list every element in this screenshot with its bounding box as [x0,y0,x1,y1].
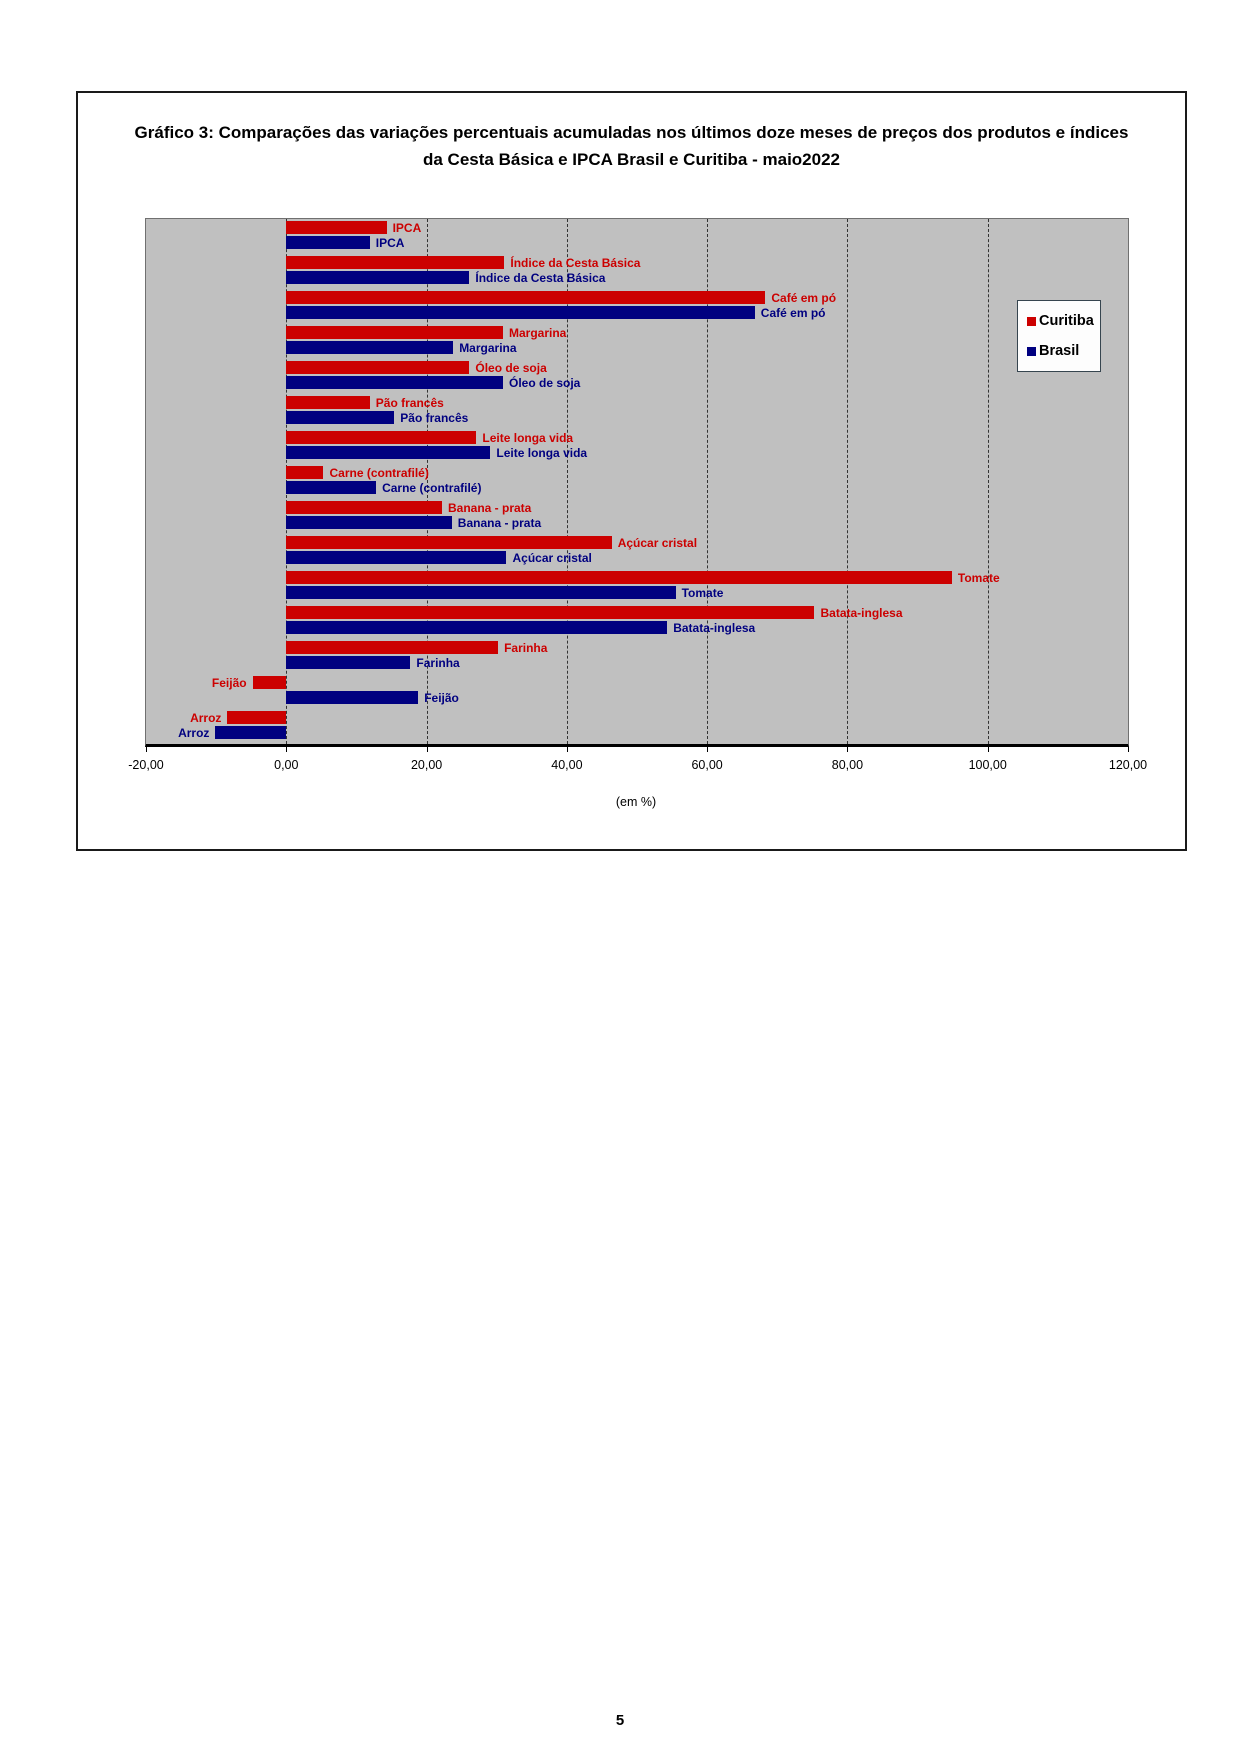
bar-curitiba [286,291,766,304]
bar-label-curitiba: Café em pó [771,290,837,305]
bar-brasil [286,271,470,284]
bar-curitiba [286,326,503,339]
bar-curitiba [252,676,287,689]
bar-curitiba [286,641,499,654]
bar-brasil [286,586,676,599]
bar-label-curitiba: Leite longa vida [482,430,574,445]
bar-brasil [286,691,419,704]
bar-brasil [286,306,755,319]
x-axis-tick-label: 60,00 [691,758,723,772]
chart-figure: Gráfico 3: Comparações das variações per… [76,91,1187,851]
x-axis-tick [146,747,147,752]
curitiba-swatch-icon [1027,316,1036,326]
legend: Curitiba Brasil [1017,300,1101,372]
x-axis-tick-label: 120,00 [1108,758,1148,772]
bar-label-brasil: Tomate [681,585,724,600]
bar-label-brasil: Arroz [178,725,210,740]
x-axis-tick-label: 80,00 [831,758,864,772]
bar-label-curitiba: Carne (contrafilé) [329,465,429,480]
bar-curitiba [286,431,477,444]
legend-item-brasil: Brasil [1027,343,1079,359]
bar-brasil [286,236,370,249]
bar-label-curitiba: Açúcar cristal [617,535,698,550]
bar-label-curitiba: Óleo de soja [475,360,547,375]
x-axis-tick [1128,747,1129,752]
bar-label-curitiba: Batata-inglesa [820,605,903,620]
legend-label-curitiba: Curitiba [1039,313,1094,329]
bar-curitiba [286,361,470,374]
x-axis-tick [987,747,989,752]
bar-curitiba [286,256,505,269]
bar-label-brasil: Leite longa vida [496,445,588,460]
bar-brasil [286,551,507,564]
legend-label-brasil: Brasil [1039,343,1080,359]
x-axis-tick-label: 0,00 [274,758,299,772]
bar-brasil [215,726,287,739]
x-axis-tick-label: 100,00 [968,758,1007,772]
legend-item-curitiba: Curitiba [1027,313,1094,329]
bar-curitiba [286,466,324,479]
x-axis-title: (em %) [615,795,657,809]
gridline [426,219,428,744]
x-axis-tick [847,747,849,752]
x-axis-tick-label: 20,00 [410,758,443,772]
bar-brasil [286,621,668,634]
bar-label-brasil: IPCA [375,235,405,250]
gridline [707,219,709,744]
bar-label-brasil: Óleo de soja [509,375,581,390]
bar-label-brasil: Farinha [416,655,460,670]
bar-curitiba [286,571,952,584]
bar-curitiba [286,221,387,234]
bar-label-curitiba: IPCA [392,220,422,235]
bar-label-curitiba: Arroz [190,710,222,725]
bar-label-brasil: Café em pó [760,305,826,320]
bar-label-brasil: Feijão [424,690,459,705]
bar-label-curitiba: Margarina [509,325,567,340]
bar-brasil [286,656,411,669]
bar-label-curitiba: Farinha [504,640,548,655]
bar-label-brasil: Carne (contrafilé) [382,480,482,495]
x-axis-tick [707,747,709,752]
bar-label-brasil: Banana - prata [457,515,542,530]
bar-curitiba [286,606,815,619]
gridline [566,219,568,744]
gridline [987,219,989,744]
bar-label-brasil: Margarina [459,340,517,355]
bar-label-curitiba: Índice da Cesta Básica [510,255,641,270]
bar-brasil [286,411,395,424]
x-axis: -20,00 0,00 20,00 40,00 60,00 80,00 100,00 120,… [128,747,1147,793]
plot-area: IPCA IPCA Índice da Cesta Básica Índice da … [145,218,1129,747]
chart-title: Gráfico 3: Comparações das variações per… [134,123,1129,169]
bar-curitiba [286,536,612,549]
bar-brasil [286,446,491,459]
x-axis-tick-label: -20,00 [128,758,164,772]
brasil-swatch-icon [1027,346,1036,356]
bar-label-brasil: Açúcar cristal [512,550,592,565]
bar-curitiba [286,396,370,409]
bar-label-brasil: Pão francês [400,410,469,425]
page-number: 5 [615,1712,625,1729]
x-axis-tick [566,747,568,752]
x-axis-tick-label: 40,00 [551,758,583,772]
bar-label-curitiba: Tomate [957,570,1000,585]
bar-brasil [286,516,452,529]
bar-curitiba [227,711,287,724]
x-axis-tick [426,747,428,752]
bar-label-brasil: Índice da Cesta Básica [475,270,606,285]
bar-brasil [286,376,503,389]
bar-curitiba [286,501,442,514]
bar-label-curitiba: Pão francês [375,395,444,410]
bar-label-curitiba: Feijão [211,675,247,690]
bar-label-brasil: Batata-inglesa [673,620,756,635]
bar-label-curitiba: Banana - prata [448,500,532,515]
bar-brasil [286,481,377,494]
bar-brasil [286,341,454,354]
gridline [847,219,849,744]
x-axis-tick [286,747,288,752]
